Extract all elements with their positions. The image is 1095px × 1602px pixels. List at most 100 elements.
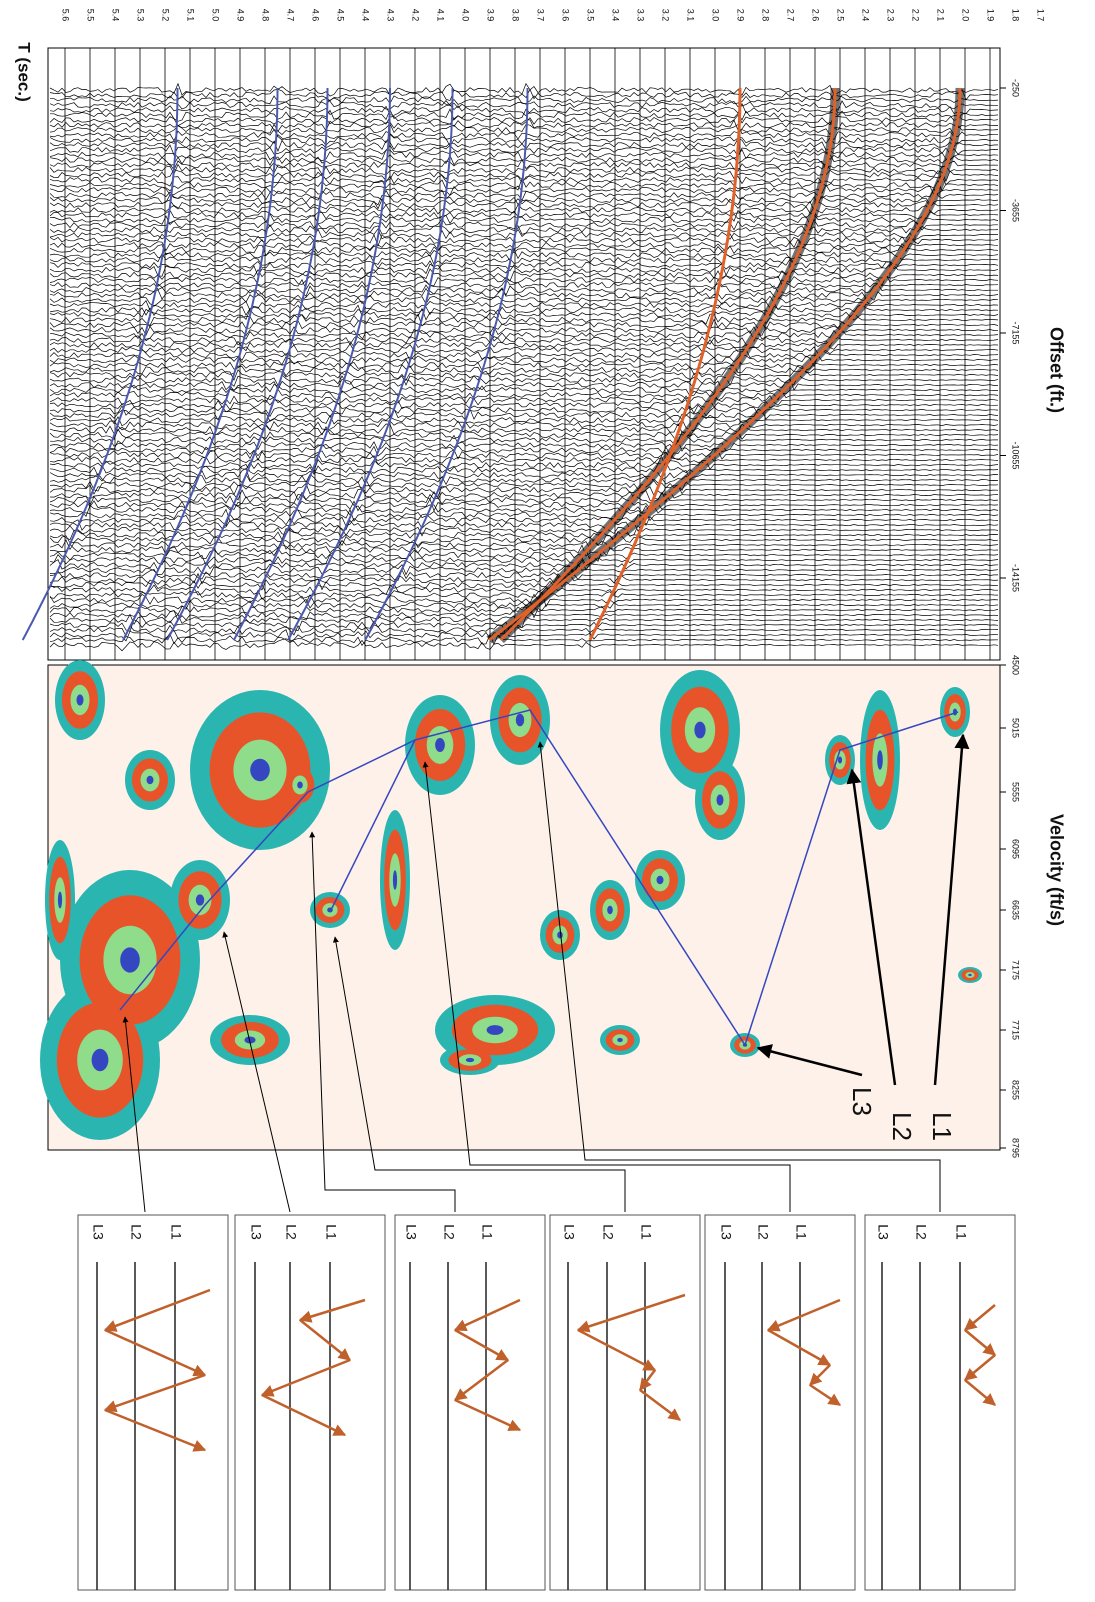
ray-layer-label: L3 xyxy=(875,1224,891,1240)
seismic-trace xyxy=(49,457,999,473)
time-tick-label: 3.5 xyxy=(586,9,596,22)
seismic-trace xyxy=(49,462,999,477)
connector-arrow xyxy=(309,831,456,1212)
time-tick-label: 5.0 xyxy=(211,9,221,22)
time-tick-label: 3.0 xyxy=(711,9,721,22)
seismic-trace xyxy=(49,398,999,411)
time-tick-label: 2.9 xyxy=(736,9,746,22)
time-tick-label: 5.3 xyxy=(136,9,146,22)
seismic-trace xyxy=(49,434,999,447)
seismic-trace xyxy=(49,363,999,377)
offset-tick-label: -7155 xyxy=(1011,321,1021,344)
ray-path xyxy=(964,1379,996,1406)
semblance-blob xyxy=(557,931,563,939)
blue-event xyxy=(364,88,529,641)
seismic-trace xyxy=(49,98,998,111)
seismic-trace xyxy=(49,553,999,567)
ray-path xyxy=(964,1329,996,1356)
ray-path xyxy=(261,1393,347,1437)
seismic-trace xyxy=(49,558,999,573)
time-tick-label: 2.0 xyxy=(961,9,971,22)
seismic-trace xyxy=(49,204,999,215)
seismic-trace xyxy=(49,535,999,547)
ray-panel xyxy=(234,1214,386,1591)
semblance-blob xyxy=(297,781,303,789)
seismic-trace xyxy=(49,224,999,235)
seismic-trace xyxy=(49,538,999,551)
connector-arrow xyxy=(537,741,941,1212)
seismic-trace xyxy=(49,585,999,600)
seismic-trace xyxy=(49,493,999,507)
time-tick-label: 3.8 xyxy=(511,9,521,22)
time-tick-label: 1.9 xyxy=(986,9,996,22)
blue-event xyxy=(287,88,454,641)
semblance-blob xyxy=(617,1037,623,1043)
seismic-trace xyxy=(49,258,999,272)
seismic-trace xyxy=(50,108,999,122)
gather-frame xyxy=(47,47,1001,661)
seismic-trace xyxy=(49,629,999,642)
seismic-trace xyxy=(49,498,999,512)
seismic-trace xyxy=(49,413,999,427)
time-tick-label: 1.7 xyxy=(1036,9,1046,22)
seismic-trace xyxy=(49,123,999,136)
ray-layer-label: L2 xyxy=(755,1224,771,1240)
ray-layer-label: L3 xyxy=(718,1224,734,1240)
seismic-trace xyxy=(49,128,998,142)
ray-layer-label: L2 xyxy=(128,1224,144,1240)
time-tick-label: 2.6 xyxy=(811,9,821,22)
seismic-trace xyxy=(49,423,999,438)
seismic-trace xyxy=(49,418,999,432)
seismic-trace xyxy=(49,209,999,222)
seismic-trace xyxy=(49,572,999,585)
seismic-trace xyxy=(49,467,999,482)
layer-label: L1 xyxy=(927,1112,957,1141)
semblance-blob xyxy=(694,721,706,739)
seismic-trace xyxy=(49,228,998,241)
semblance-blob xyxy=(837,756,843,764)
seismic-trace xyxy=(49,173,999,187)
blue-event xyxy=(233,88,391,641)
ray-path xyxy=(767,1328,832,1367)
ray-layer-label: L1 xyxy=(953,1224,969,1240)
ray-layer-label: L2 xyxy=(283,1224,299,1240)
ray-layer-label: L1 xyxy=(168,1224,184,1240)
ray-layer-label: L2 xyxy=(441,1224,457,1240)
semblance-blob xyxy=(877,750,883,770)
ray-path xyxy=(454,1359,509,1401)
pointer-arrow xyxy=(846,768,897,1086)
seismic-trace xyxy=(49,268,999,282)
time-tick-label: 5.6 xyxy=(61,9,71,22)
seismic-trace xyxy=(49,368,999,382)
ray-path xyxy=(809,1383,842,1407)
semblance-blob xyxy=(392,870,398,890)
orange-event xyxy=(588,88,742,641)
seismic-trace xyxy=(49,168,999,182)
seismic-trace xyxy=(49,443,999,460)
seismic-trace xyxy=(49,133,999,147)
ray-path xyxy=(104,1408,207,1452)
ray-layer-label: L2 xyxy=(600,1224,616,1240)
seismic-trace xyxy=(49,372,999,387)
seismic-trace xyxy=(49,383,999,397)
ray-path xyxy=(260,1358,351,1397)
pointer-arrow xyxy=(933,733,970,1086)
seismic-trace xyxy=(49,82,999,97)
velocity-tick-label: 7175 xyxy=(1011,960,1021,980)
time-tick-label: 4.4 xyxy=(361,9,371,22)
semblance-blob xyxy=(607,905,613,915)
seismic-trace xyxy=(49,583,999,596)
time-axis-title: T (sec.) xyxy=(15,42,34,102)
seismic-trace xyxy=(49,333,999,347)
velocity-tick-label: 5555 xyxy=(1011,782,1021,802)
seismic-trace xyxy=(49,513,999,527)
ray-path xyxy=(103,1288,211,1332)
ray-path xyxy=(298,1298,366,1323)
semblance-blob xyxy=(656,875,664,885)
time-tick-label: 4.2 xyxy=(411,9,421,22)
seismic-trace xyxy=(49,287,999,301)
seismic-trace xyxy=(50,543,999,557)
ray-path xyxy=(453,1298,521,1332)
time-tick-label: 3.4 xyxy=(611,9,621,22)
